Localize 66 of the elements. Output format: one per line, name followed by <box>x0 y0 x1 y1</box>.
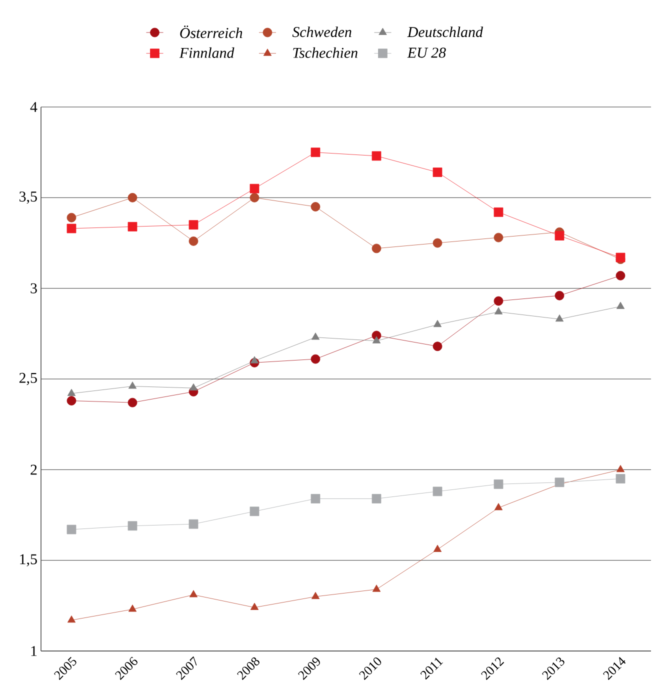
point <box>616 474 626 484</box>
point <box>66 224 76 234</box>
point <box>188 236 198 246</box>
x-tick-label: 2011 <box>420 658 444 680</box>
y-tick-label: 1,5 <box>20 554 37 566</box>
point <box>372 151 382 161</box>
point <box>188 220 198 230</box>
point <box>372 584 381 592</box>
point <box>189 590 198 598</box>
legend-label: EU 28 <box>407 48 446 58</box>
y-tick-label: 3,5 <box>20 192 37 204</box>
point <box>310 202 320 212</box>
point <box>67 388 76 396</box>
point <box>555 314 564 322</box>
point <box>433 320 442 328</box>
y-tick-label: 1 <box>31 646 37 656</box>
point <box>554 290 564 300</box>
point <box>433 544 442 552</box>
point <box>250 506 260 516</box>
point <box>250 184 260 194</box>
point <box>432 486 442 496</box>
point <box>250 192 260 202</box>
point <box>311 592 320 600</box>
point <box>554 231 564 240</box>
point <box>432 168 442 177</box>
point <box>616 302 625 309</box>
point <box>494 503 503 510</box>
point <box>310 148 320 158</box>
point <box>128 382 137 389</box>
point <box>494 296 504 306</box>
point <box>250 356 259 364</box>
point <box>311 332 320 340</box>
y-tick-label: 4 <box>30 102 38 112</box>
point <box>128 398 138 408</box>
point <box>372 494 382 504</box>
point <box>372 244 382 254</box>
point <box>128 521 138 531</box>
point <box>66 524 76 534</box>
legend-label: Finnland <box>179 47 234 58</box>
y-tick-label: 2,5 <box>19 372 37 386</box>
point <box>188 519 198 529</box>
point <box>494 207 504 217</box>
legend-label: Österreich <box>180 26 242 38</box>
point <box>128 222 138 232</box>
point <box>66 396 76 406</box>
point <box>66 212 76 222</box>
y-tick-label: 3 <box>30 283 37 294</box>
y-tick-label: 2 <box>30 464 37 475</box>
point <box>494 232 504 242</box>
point <box>432 238 442 248</box>
point <box>189 383 198 391</box>
point <box>616 464 625 472</box>
point <box>67 615 76 623</box>
point <box>310 354 320 364</box>
legend-label: Schweden <box>292 26 352 38</box>
point <box>310 494 320 504</box>
point <box>616 270 626 280</box>
point <box>494 307 503 314</box>
point <box>128 192 138 202</box>
point <box>372 336 381 344</box>
point <box>432 342 442 352</box>
legend-label: Tschechien <box>293 47 358 58</box>
point <box>250 602 259 610</box>
legend-label: Deutschland <box>407 26 484 38</box>
point <box>128 604 137 612</box>
point <box>494 479 504 489</box>
